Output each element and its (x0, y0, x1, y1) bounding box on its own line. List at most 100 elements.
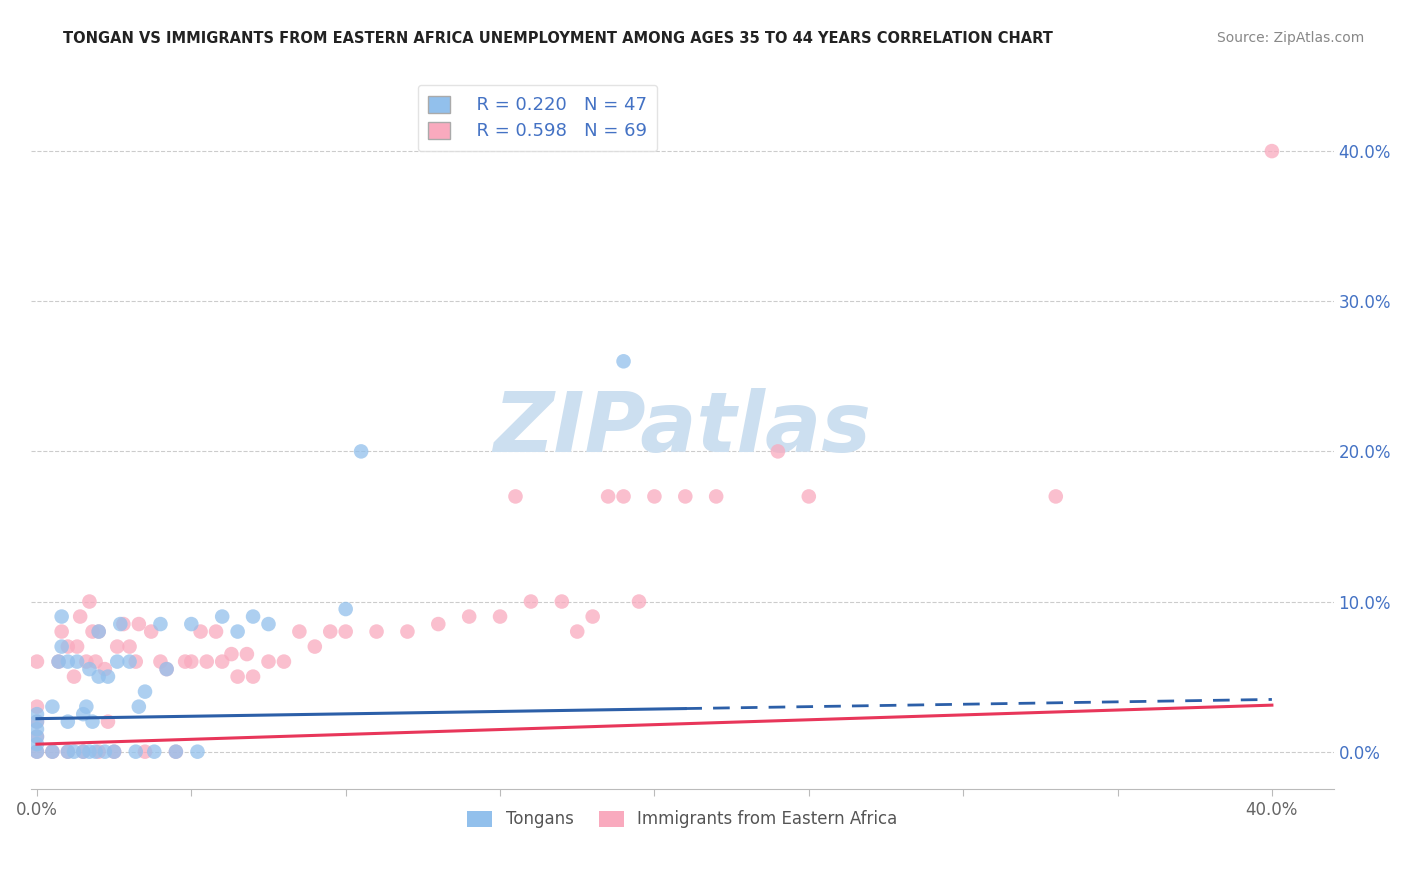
Point (103, 745, 125, 759)
Point (612, 490, 634, 504)
Point (505, 490, 527, 504)
Point (97, 670, 120, 684)
Point (236, 647, 259, 661)
Point (551, 594, 574, 608)
Point (41, 745, 63, 759)
Point (489, 609, 512, 624)
Point (211, 655, 233, 669)
Point (25, 722, 48, 736)
Point (41, 699, 63, 714)
Point (704, 490, 727, 504)
Point (165, 745, 187, 759)
Point (156, 662, 179, 676)
Point (174, 655, 197, 669)
Point (66, 640, 89, 654)
Text: TONGAN VS IMMIGRANTS FROM EASTERN AFRICA UNEMPLOYMENT AMONG AGES 35 TO 44 YEARS : TONGAN VS IMMIGRANTS FROM EASTERN AFRICA… (63, 31, 1053, 46)
Point (396, 624, 419, 639)
Point (72, 745, 94, 759)
Point (242, 609, 264, 624)
Point (87, 745, 110, 759)
Point (335, 624, 357, 639)
Point (226, 624, 249, 639)
Point (66, 655, 89, 669)
Point (51, 640, 73, 654)
Point (48, 655, 70, 669)
Point (211, 609, 233, 624)
Point (643, 490, 665, 504)
Point (84, 655, 107, 669)
Point (205, 624, 228, 639)
Point (82, 714, 104, 729)
Legend: Tongans, Immigrants from Eastern Africa: Tongans, Immigrants from Eastern Africa (461, 804, 904, 835)
Point (582, 609, 605, 624)
Point (673, 490, 696, 504)
Point (56, 640, 79, 654)
Point (63, 745, 86, 759)
Point (63, 670, 86, 684)
Point (112, 617, 135, 632)
Point (273, 655, 295, 669)
Point (103, 745, 125, 759)
Point (165, 745, 187, 759)
Text: ZIPatlas: ZIPatlas (494, 388, 872, 469)
Point (94, 745, 117, 759)
Point (25, 737, 48, 751)
Point (25, 730, 48, 744)
Point (156, 662, 179, 676)
Point (79, 594, 101, 608)
Point (226, 670, 249, 684)
Point (79, 662, 101, 676)
Point (195, 655, 218, 669)
Point (128, 617, 150, 632)
Point (612, 354, 634, 368)
Point (190, 624, 212, 639)
Point (125, 655, 148, 669)
Point (458, 609, 481, 624)
Point (75, 655, 97, 669)
Point (75, 699, 97, 714)
Point (79, 745, 101, 759)
Point (149, 655, 172, 669)
Point (25, 707, 48, 722)
Point (766, 444, 789, 458)
Point (87, 624, 110, 639)
Point (125, 745, 148, 759)
Point (56, 745, 79, 759)
Point (51, 624, 73, 639)
Point (84, 745, 107, 759)
Point (242, 670, 264, 684)
Point (25, 714, 48, 729)
Point (134, 745, 156, 759)
Point (1045, 490, 1067, 504)
Point (288, 624, 311, 639)
Point (319, 624, 342, 639)
Point (94, 662, 117, 676)
Point (48, 655, 70, 669)
Point (520, 594, 543, 608)
Point (627, 594, 650, 608)
Point (41, 745, 63, 759)
Point (366, 624, 388, 639)
Point (1261, 144, 1284, 158)
Point (87, 624, 110, 639)
Point (105, 655, 128, 669)
Point (25, 714, 48, 729)
Point (25, 745, 48, 759)
Point (25, 745, 48, 759)
Text: Source: ZipAtlas.com: Source: ZipAtlas.com (1216, 31, 1364, 45)
Point (87, 670, 110, 684)
Point (97, 714, 120, 729)
Point (56, 714, 79, 729)
Point (180, 655, 202, 669)
Point (257, 655, 280, 669)
Point (128, 699, 150, 714)
Point (118, 640, 141, 654)
Point (82, 624, 104, 639)
Point (134, 684, 156, 698)
Point (51, 609, 73, 624)
Point (141, 624, 163, 639)
Point (110, 617, 132, 632)
Point (598, 490, 620, 504)
Point (56, 655, 79, 669)
Point (797, 490, 820, 504)
